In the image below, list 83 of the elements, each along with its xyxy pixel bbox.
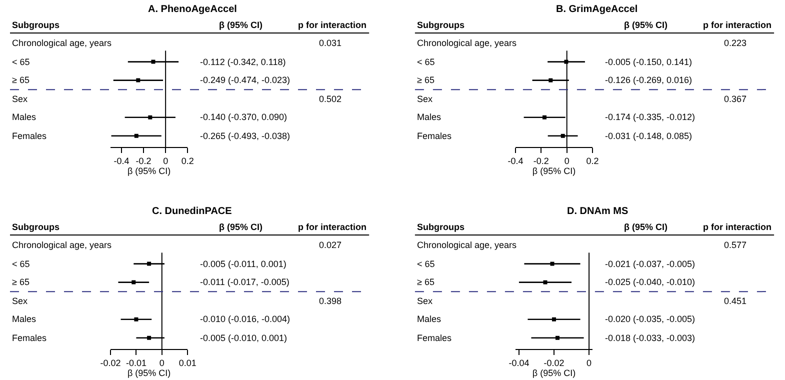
y-tick-label: < 65 (417, 259, 435, 269)
x-tick-label: 0.2 (586, 156, 599, 166)
x-tick-label: 0.01 (178, 358, 196, 368)
y-tick-label: ≥ 65 (12, 75, 30, 85)
y-tick-label: < 65 (12, 57, 30, 67)
data-label: -0.112 (-0.342, 0.118) (200, 57, 286, 67)
data-label: -0.265 (-0.493, -0.038) (200, 131, 290, 141)
x-axis-title: β (95% CI) (127, 368, 171, 378)
data-label: -0.025 (-0.040, -0.010) (605, 277, 696, 287)
chart-title: D. DNAm MS (567, 206, 628, 217)
data-label: -0.020 (-0.035, -0.005) (605, 314, 696, 324)
x-tick-label: 0 (586, 358, 592, 368)
data-label: -0.005 (-0.010, 0.001) (200, 333, 288, 343)
chart-title: A. PhenoAgeAccel (148, 4, 238, 15)
x-tick-label: -0.4 (114, 156, 130, 166)
data-label: -0.249 (-0.474, -0.023) (200, 75, 290, 85)
x-tick-label: -0.02 (100, 358, 121, 368)
text: β (95% CI) (624, 20, 668, 30)
y-tick-label: Chronological age, years (417, 240, 518, 250)
text: Subgroups (12, 20, 60, 30)
text: p for interaction (298, 20, 367, 30)
y-tick-label: Males (417, 112, 442, 122)
chart-title: C. DunedinPACE (152, 206, 232, 217)
text: Subgroups (417, 20, 464, 30)
data-label: -0.018 (-0.033, -0.003) (605, 333, 696, 343)
y-tick-label: Sex (417, 296, 434, 306)
data-label: -0.174 (-0.335, -0.012) (605, 112, 696, 122)
text: 0.451 (724, 296, 747, 306)
x-tick-label: -0.02 (544, 358, 564, 368)
x-axis-title: β (95% CI) (532, 368, 576, 378)
text: Subgroups (12, 222, 60, 232)
y-tick-label: Chronological age, years (417, 38, 518, 48)
y-tick-label: Males (12, 314, 37, 324)
text: β (95% CI) (219, 222, 263, 232)
text: p for interaction (703, 222, 772, 232)
x-tick-label: 0 (564, 156, 570, 166)
y-tick-label: Females (12, 131, 48, 141)
chart-title: B. GrimAgeAccel (556, 4, 638, 15)
y-tick-label: Males (12, 112, 37, 122)
y-tick-label: Chronological age, years (12, 38, 112, 48)
x-tick-label: -0.4 (508, 156, 524, 166)
x-tick-label: -0.01 (126, 358, 146, 368)
data-label: -0.126 (-0.269, 0.016) (605, 75, 692, 85)
x-axis-title: β (95% CI) (532, 166, 576, 176)
y-tick-label: Sex (12, 296, 28, 306)
data-label: -0.005 (-0.011, 0.001) (200, 259, 286, 269)
y-tick-label: < 65 (12, 259, 30, 269)
x-tick-label: 0.2 (181, 156, 194, 166)
data-label: -0.005 (-0.150, 0.141) (605, 57, 692, 67)
y-tick-label: Females (417, 333, 452, 343)
text: 0.367 (724, 94, 747, 104)
data-label: -0.021 (-0.037, -0.005) (605, 259, 696, 269)
text: 0.577 (724, 240, 747, 250)
x-axis-title: β (95% CI) (127, 166, 171, 176)
text: p for interaction (298, 222, 367, 232)
text: 0.223 (724, 38, 747, 48)
x-tick-label: -0.04 (508, 358, 530, 368)
text: 0.027 (319, 240, 342, 250)
data-label: -0.031 (-0.148, 0.085) (605, 131, 692, 141)
text: β (95% CI) (219, 20, 263, 30)
y-tick-label: Females (12, 333, 48, 343)
x-tick-label: 0 (163, 156, 168, 166)
x-tick-label: -0.2 (533, 156, 549, 166)
text: 0.398 (319, 296, 342, 306)
y-tick-label: Sex (12, 94, 28, 104)
text: 0.502 (319, 94, 342, 104)
data-label: -0.011 (-0.017, -0.005) (200, 277, 290, 287)
y-tick-label: < 65 (417, 57, 435, 67)
data-label: -0.010 (-0.016, -0.004) (200, 314, 290, 324)
text: p for interaction (703, 20, 772, 30)
y-tick-label: ≥ 65 (417, 277, 434, 287)
y-tick-label: Females (417, 131, 452, 141)
text: 0.031 (319, 38, 342, 48)
text: Subgroups (417, 222, 464, 232)
y-tick-label: Males (417, 314, 442, 324)
text: β (95% CI) (624, 222, 668, 232)
x-tick-label: -0.2 (136, 156, 152, 166)
y-tick-label: ≥ 65 (417, 75, 434, 85)
data-label: -0.140 (-0.370, 0.090) (200, 112, 288, 122)
x-tick-label: 0 (159, 358, 164, 368)
y-tick-label: ≥ 65 (12, 277, 30, 287)
y-tick-label: Chronological age, years (12, 240, 112, 250)
y-tick-label: Sex (417, 94, 434, 104)
